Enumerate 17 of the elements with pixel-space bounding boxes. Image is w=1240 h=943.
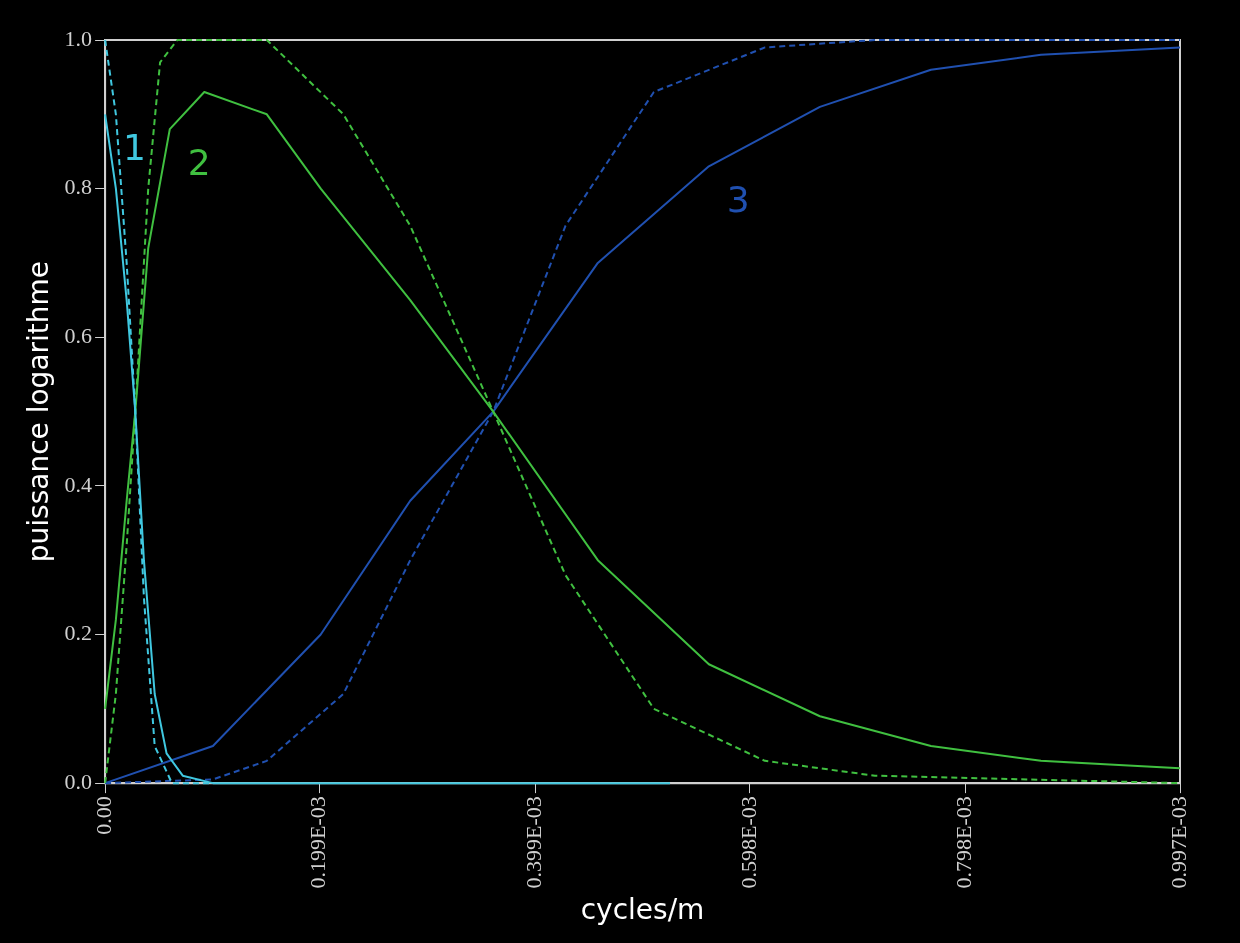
y-tick-label: 1.0 [64,25,93,51]
y-tick-label: 0.8 [64,174,93,200]
y-axis-title: puissance logarithme [22,260,56,563]
x-tick-label: 0.199E-03 [305,796,331,889]
x-tick-label: 0.997E-03 [1165,796,1191,889]
y-tick-label: 0.0 [64,768,93,794]
x-tick-label: 0.798E-03 [951,796,977,889]
y-tick-label: 0.4 [64,471,93,497]
y-tick-label: 0.2 [64,620,93,646]
series-label: 2 [187,141,211,183]
series-label: 1 [123,126,147,168]
x-axis-title: cycles/m [580,893,705,927]
x-tick-label: 0.00 [90,796,116,835]
series-label: 3 [726,178,750,220]
x-tick-label: 0.598E-03 [735,796,761,889]
y-tick-label: 0.6 [64,323,93,349]
x-tick-label: 0.399E-03 [521,796,547,889]
